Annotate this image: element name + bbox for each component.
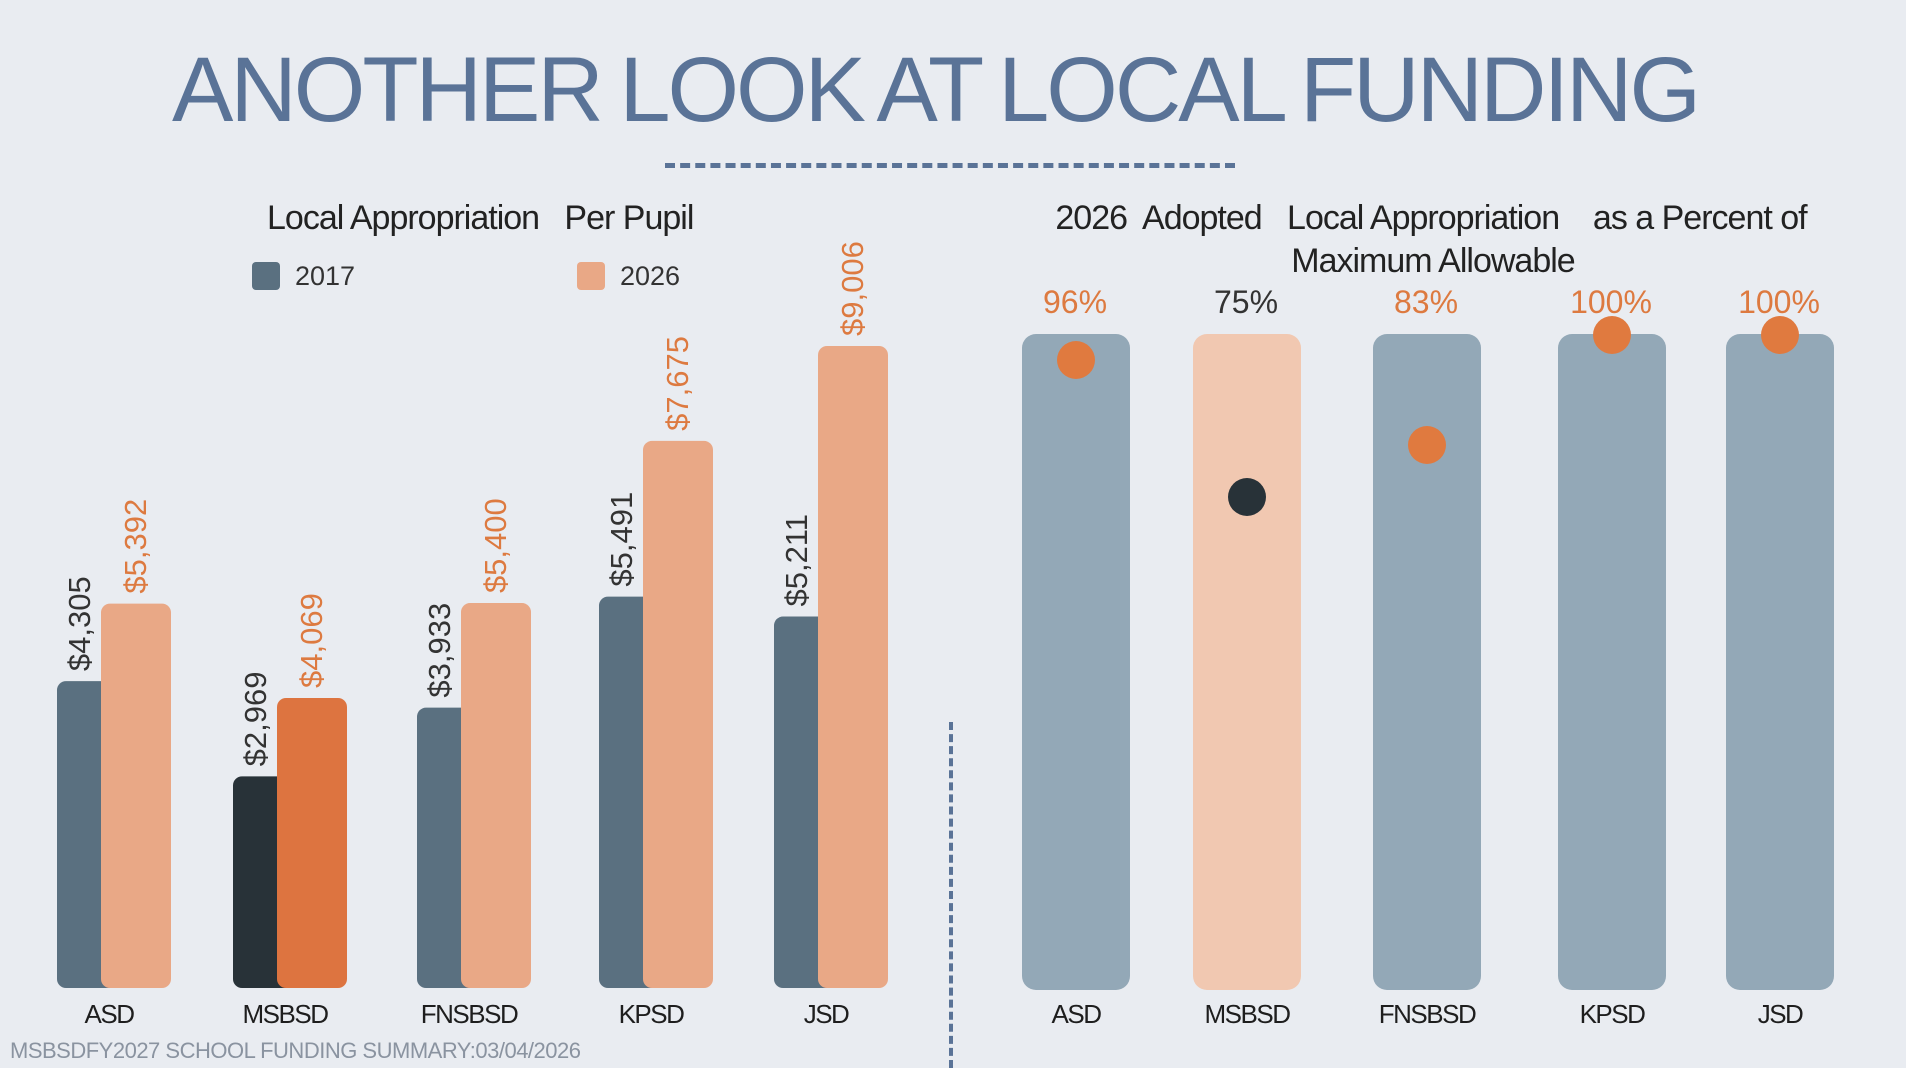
legend-label-2026: 2026: [620, 261, 680, 291]
category-right-msbsd: MSBSD: [1205, 999, 1291, 1029]
pct-bar-jsd: [1726, 334, 1834, 990]
label-2026-kpsd: $7,675: [660, 336, 695, 431]
pct-bar-fnsbsd: [1373, 334, 1481, 990]
pct-label-msbsd: 75%: [1214, 284, 1278, 320]
category-right-asd: ASD: [1052, 999, 1102, 1029]
pct-label-kpsd: 100%: [1570, 284, 1652, 320]
label-2017-kpsd: $5,491: [604, 492, 639, 587]
pct-label-jsd: 100%: [1738, 284, 1820, 320]
label-2026-asd: $5,392: [118, 499, 153, 594]
category-right-kpsd: KPSD: [1580, 999, 1646, 1029]
title-underline: [665, 163, 1235, 168]
center-divider: [949, 722, 953, 1068]
label-2017-jsd: $5,211: [779, 514, 814, 607]
pct-label-fnsbsd: 83%: [1394, 284, 1458, 320]
category-asd: ASD: [85, 999, 135, 1029]
pct-dot-jsd: [1761, 316, 1799, 354]
pct-dot-kpsd: [1593, 316, 1631, 354]
category-msbsd: MSBSD: [243, 999, 329, 1029]
percent-max-bars: 96% ASD 75% MSBSD 83% FNSBSD 100% KPSD 100% JSD: [1022, 284, 1834, 1029]
label-2026-msbsd: $4,069: [294, 593, 329, 688]
footer-text: MSBSDFY2027 SCHOOL FUNDING SUMMARY:03/04…: [10, 1038, 581, 1063]
pct-dot-fnsbsd: [1408, 426, 1446, 464]
category-jsd: JSD: [804, 999, 849, 1029]
label-2026-jsd: $9,006: [835, 241, 870, 336]
category-right-fnsbsd: FNSBSD: [1379, 999, 1476, 1029]
legend-label-2017: 2017: [295, 261, 355, 291]
category-fnsbsd: FNSBSD: [421, 999, 518, 1029]
pct-label-asd: 96%: [1043, 284, 1107, 320]
per-pupil-chart-title: Local Appropriation Per Pupil: [267, 199, 693, 237]
legend-swatch-2026: [577, 262, 605, 290]
bar-2026-asd: [101, 603, 171, 988]
label-2026-fnsbsd: $5,400: [478, 498, 513, 593]
label-2017-fnsbsd: $3,933: [422, 603, 457, 698]
legend-swatch-2017: [252, 262, 280, 290]
label-2017-msbsd: $2,969: [238, 672, 273, 767]
pct-dot-asd: [1057, 341, 1095, 379]
per-pupil-chart: Local Appropriation Per Pupil 2017 2026 …: [57, 199, 888, 1029]
category-kpsd: KPSD: [619, 999, 685, 1029]
pct-bar-asd: [1022, 334, 1130, 990]
pct-dot-msbsd: [1228, 478, 1266, 516]
pct-bar-msbsd: [1193, 334, 1301, 990]
label-2017-asd: $4,305: [62, 576, 97, 671]
page-title: ANOTHER LOOK AT LOCAL FUNDING: [171, 39, 1701, 141]
percent-max-chart-subtitle: Maximum Allowable: [1291, 242, 1575, 280]
bar-2026-fnsbsd: [461, 603, 531, 988]
bar-2026-kpsd: [643, 440, 713, 988]
bar-2026-msbsd: [277, 697, 347, 988]
percent-max-chart-title: 2026 Adopted Local Appropriation as a Pe…: [1055, 199, 1808, 237]
per-pupil-bars: $4,305 $5,392 ASD $2,969 $4,069 MSBSD $3,933 $5…: [57, 241, 888, 1029]
pct-bar-kpsd: [1558, 334, 1666, 990]
bar-2026-jsd: [818, 346, 888, 988]
category-right-jsd: JSD: [1758, 999, 1803, 1029]
